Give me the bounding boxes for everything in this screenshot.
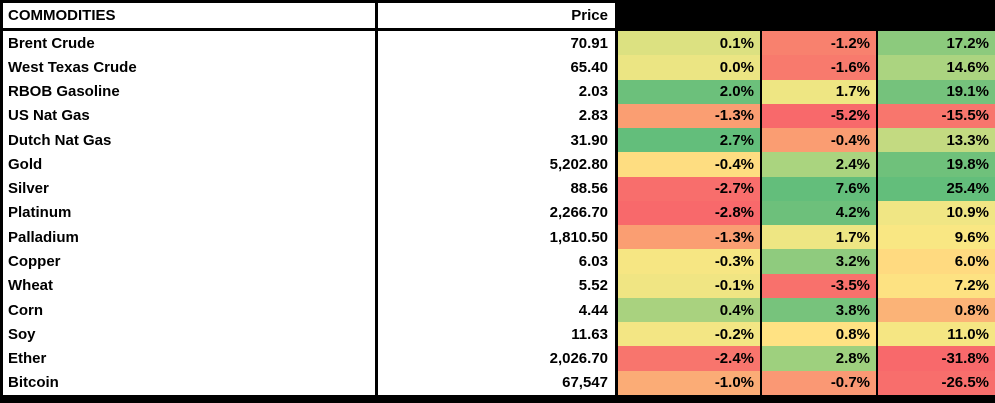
table-row: US Nat Gas 2.83 -1.3% -5.2% -15.5% — [3, 103, 995, 129]
table-row: Corn 4.44 0.4% 3.8% 0.8% — [3, 297, 995, 323]
commodity-name-cell[interactable]: Palladium — [3, 225, 378, 250]
table-row: RBOB Gasoline 2.03 2.0% 1.7% 19.1% — [3, 79, 995, 104]
commodity-price-cell[interactable]: 70.91 — [378, 31, 618, 56]
change-cell-3[interactable]: 19.1% — [878, 79, 995, 104]
commodity-name-cell[interactable]: Wheat — [3, 273, 378, 298]
change-cell-1[interactable]: -0.1% — [618, 273, 762, 298]
commodity-price-cell[interactable]: 6.03 — [378, 249, 618, 274]
change-cell-3[interactable]: 13.3% — [878, 128, 995, 153]
commodity-price-cell[interactable]: 4.44 — [378, 297, 618, 323]
commodity-price-cell[interactable]: 31.90 — [378, 128, 618, 153]
commodity-price-cell[interactable]: 1,810.50 — [378, 225, 618, 250]
change-cell-1[interactable]: 0.1% — [618, 31, 762, 56]
commodity-name-cell[interactable]: Bitcoin — [3, 370, 378, 395]
change-cell-2[interactable]: -5.2% — [762, 103, 878, 129]
commodity-price-cell[interactable]: 2.03 — [378, 79, 618, 104]
table-row: Dutch Nat Gas 31.90 2.7% -0.4% 13.3% — [3, 128, 995, 153]
table-row: Bitcoin 67,547 -1.0% -0.7% -26.5% — [3, 370, 995, 395]
commodity-name-cell[interactable]: Corn — [3, 297, 378, 323]
change-cell-3[interactable]: 19.8% — [878, 152, 995, 177]
commodity-name-cell[interactable]: Soy — [3, 322, 378, 347]
change-cell-2[interactable]: 2.4% — [762, 152, 878, 177]
column-header-redacted-1 — [618, 3, 762, 28]
change-cell-2[interactable]: 3.2% — [762, 249, 878, 274]
change-cell-2[interactable]: -1.2% — [762, 31, 878, 56]
commodity-price-cell[interactable]: 88.56 — [378, 176, 618, 201]
table-row: Soy 11.63 -0.2% 0.8% 11.0% — [3, 322, 995, 347]
change-cell-1[interactable]: -2.4% — [618, 346, 762, 371]
commodity-price-cell[interactable]: 2,026.70 — [378, 346, 618, 371]
change-cell-1[interactable]: 2.0% — [618, 79, 762, 104]
table-row: West Texas Crude 65.40 0.0% -1.6% 14.6% — [3, 55, 995, 80]
change-cell-1[interactable]: -0.3% — [618, 249, 762, 274]
table-row: Gold 5,202.80 -0.4% 2.4% 19.8% — [3, 152, 995, 177]
commodity-name-cell[interactable]: Ether — [3, 346, 378, 371]
commodity-name-cell[interactable]: Dutch Nat Gas — [3, 128, 378, 153]
change-cell-1[interactable]: 2.7% — [618, 128, 762, 153]
table-row: Copper 6.03 -0.3% 3.2% 6.0% — [3, 249, 995, 274]
table-header-row: COMMODITIES Price — [3, 3, 995, 31]
change-cell-2[interactable]: 4.2% — [762, 200, 878, 226]
change-cell-3[interactable]: 14.6% — [878, 55, 995, 80]
change-cell-2[interactable]: 0.8% — [762, 322, 878, 347]
table-row: Platinum 2,266.70 -2.8% 4.2% 10.9% — [3, 200, 995, 226]
change-cell-1[interactable]: 0.4% — [618, 297, 762, 323]
commodity-price-cell[interactable]: 67,547 — [378, 370, 618, 395]
change-cell-1[interactable]: -2.7% — [618, 176, 762, 201]
change-cell-1[interactable]: 0.0% — [618, 55, 762, 80]
commodity-name-cell[interactable]: Copper — [3, 249, 378, 274]
commodity-name-cell[interactable]: West Texas Crude — [3, 55, 378, 80]
change-cell-1[interactable]: -1.0% — [618, 370, 762, 395]
change-cell-2[interactable]: 1.7% — [762, 225, 878, 250]
commodity-price-cell[interactable]: 11.63 — [378, 322, 618, 347]
change-cell-3[interactable]: -26.5% — [878, 370, 995, 395]
change-cell-1[interactable]: -0.4% — [618, 152, 762, 177]
change-cell-2[interactable]: -3.5% — [762, 273, 878, 298]
commodity-price-cell[interactable]: 5,202.80 — [378, 152, 618, 177]
change-cell-1[interactable]: -0.2% — [618, 322, 762, 347]
change-cell-3[interactable]: 9.6% — [878, 225, 995, 250]
change-cell-3[interactable]: -15.5% — [878, 103, 995, 129]
change-cell-3[interactable]: 6.0% — [878, 249, 995, 274]
change-cell-2[interactable]: 2.8% — [762, 346, 878, 371]
commodity-price-cell[interactable]: 65.40 — [378, 55, 618, 80]
table-row: Ether 2,026.70 -2.4% 2.8% -31.8% — [3, 346, 995, 371]
commodity-price-cell[interactable]: 2.83 — [378, 103, 618, 129]
change-cell-1[interactable]: -1.3% — [618, 103, 762, 129]
change-cell-3[interactable]: 17.2% — [878, 31, 995, 56]
table-row: Silver 88.56 -2.7% 7.6% 25.4% — [3, 176, 995, 201]
change-cell-3[interactable]: -31.8% — [878, 346, 995, 371]
commodity-price-cell[interactable]: 2,266.70 — [378, 200, 618, 226]
table-row: Brent Crude 70.91 0.1% -1.2% 17.2% — [3, 31, 995, 56]
table-body: Brent Crude 70.91 0.1% -1.2% 17.2% West … — [3, 31, 995, 395]
change-cell-1[interactable]: -2.8% — [618, 200, 762, 226]
commodity-name-cell[interactable]: Platinum — [3, 200, 378, 226]
change-cell-2[interactable]: 7.6% — [762, 176, 878, 201]
change-cell-2[interactable]: 3.8% — [762, 297, 878, 323]
table-row: Wheat 5.52 -0.1% -3.5% 7.2% — [3, 273, 995, 298]
change-cell-3[interactable]: 7.2% — [878, 273, 995, 298]
column-header-redacted-3 — [878, 3, 995, 28]
column-header-redacted-2 — [762, 3, 878, 28]
commodity-name-cell[interactable]: US Nat Gas — [3, 103, 378, 129]
change-cell-2[interactable]: -0.7% — [762, 370, 878, 395]
change-cell-2[interactable]: -1.6% — [762, 55, 878, 80]
commodity-name-cell[interactable]: Silver — [3, 176, 378, 201]
table-row: Palladium 1,810.50 -1.3% 1.7% 9.6% — [3, 225, 995, 250]
commodity-name-cell[interactable]: RBOB Gasoline — [3, 79, 378, 104]
price-column-header: Price — [378, 3, 618, 28]
change-cell-3[interactable]: 25.4% — [878, 176, 995, 201]
change-cell-1[interactable]: -1.3% — [618, 225, 762, 250]
commodity-price-cell[interactable]: 5.52 — [378, 273, 618, 298]
table-title: COMMODITIES — [3, 3, 378, 28]
change-cell-3[interactable]: 0.8% — [878, 297, 995, 323]
change-cell-2[interactable]: 1.7% — [762, 79, 878, 104]
commodity-name-cell[interactable]: Gold — [3, 152, 378, 177]
change-cell-2[interactable]: -0.4% — [762, 128, 878, 153]
commodity-name-cell[interactable]: Brent Crude — [3, 31, 378, 56]
change-cell-3[interactable]: 11.0% — [878, 322, 995, 347]
change-cell-3[interactable]: 10.9% — [878, 200, 995, 226]
